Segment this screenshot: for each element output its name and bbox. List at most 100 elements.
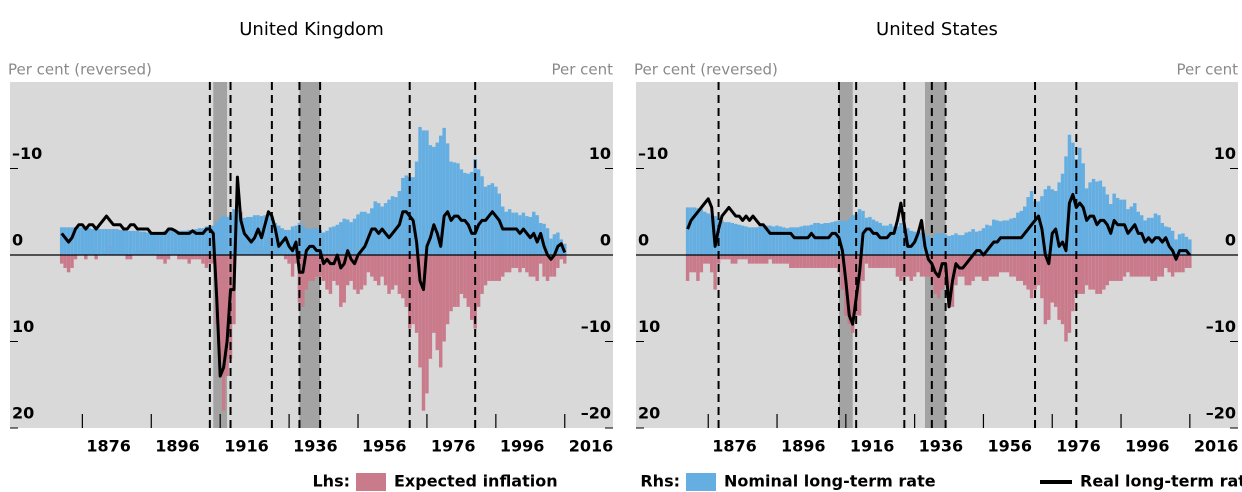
bar [480,176,484,255]
bar [734,255,738,264]
bar [971,255,975,281]
bar [339,255,343,307]
bar [397,255,402,294]
bar [830,222,834,255]
bar [321,255,326,281]
bar [737,255,741,260]
x-tick-label: 1956 [987,437,1032,456]
bar [830,255,834,268]
bar [166,255,171,260]
bar [744,226,748,255]
bar [981,228,986,255]
legend-label: Nominal long-term rate [724,472,936,491]
bar [342,255,346,303]
bar [967,231,972,255]
bar [916,255,920,273]
bar [84,228,88,255]
bar [390,196,395,255]
bar [692,207,697,255]
bar [1105,255,1109,286]
bar [789,255,793,268]
bar [1188,255,1192,268]
bar [964,232,968,255]
bar [1160,222,1165,255]
bar [699,209,704,255]
bar [139,231,143,255]
bar [287,255,291,264]
bar [125,230,129,255]
bar [332,226,336,255]
bar [971,229,975,255]
y-tick-label: 0 [638,231,649,250]
bar [190,229,195,255]
bar [204,255,209,268]
x-tick-label: 1876 [86,437,131,456]
bar [173,230,178,255]
bar [985,255,989,281]
x-tick-label: 1896 [781,437,826,456]
bar [135,230,140,255]
bar [740,255,745,260]
bar [73,227,78,255]
bar [1109,255,1113,281]
bar [542,255,546,277]
bar [507,209,512,255]
bar [421,255,426,411]
bar [283,229,288,255]
y2-tick-label: 0 [600,231,611,250]
bar [723,255,728,260]
bar [63,255,67,268]
bar [476,255,481,307]
bar [118,229,122,255]
bar [930,237,934,255]
bar [685,207,690,255]
bar [418,126,422,255]
bar [923,255,927,277]
bar [1146,255,1151,277]
bar [806,225,810,255]
bar [428,145,433,255]
bar [128,230,133,255]
y2-tick-label: 10 [589,144,611,163]
bar [1150,217,1154,255]
bar [521,212,526,255]
bar [912,255,917,277]
bar [235,210,240,255]
bar [692,255,697,273]
bar [414,255,419,333]
bar [847,255,851,325]
bar [1026,255,1030,290]
bar [104,229,109,255]
bar [1067,255,1072,333]
bar [394,197,398,255]
bar [995,220,999,255]
bar [978,255,982,277]
bar [706,213,710,255]
bar [521,255,526,268]
bar [1091,255,1096,290]
bar [771,255,776,264]
bar [954,233,958,255]
bar [325,255,329,290]
y-axis-label: Per cent (reversed) [634,61,778,79]
y2-tick-label: 0 [1225,231,1236,250]
bar [974,231,979,255]
bar [1181,255,1185,273]
bar [352,218,357,255]
bar [201,228,205,255]
bar [545,228,550,255]
bar [404,255,408,307]
bar [311,228,315,255]
bar [696,208,700,255]
bar [906,255,910,277]
bar [559,255,564,260]
bar [1002,255,1006,273]
bar [376,255,381,286]
bar [466,255,471,307]
bar [826,255,831,268]
bar [806,255,810,268]
bar [387,255,391,294]
y2-tick-label: 10 [1214,144,1236,163]
bar [304,255,309,290]
